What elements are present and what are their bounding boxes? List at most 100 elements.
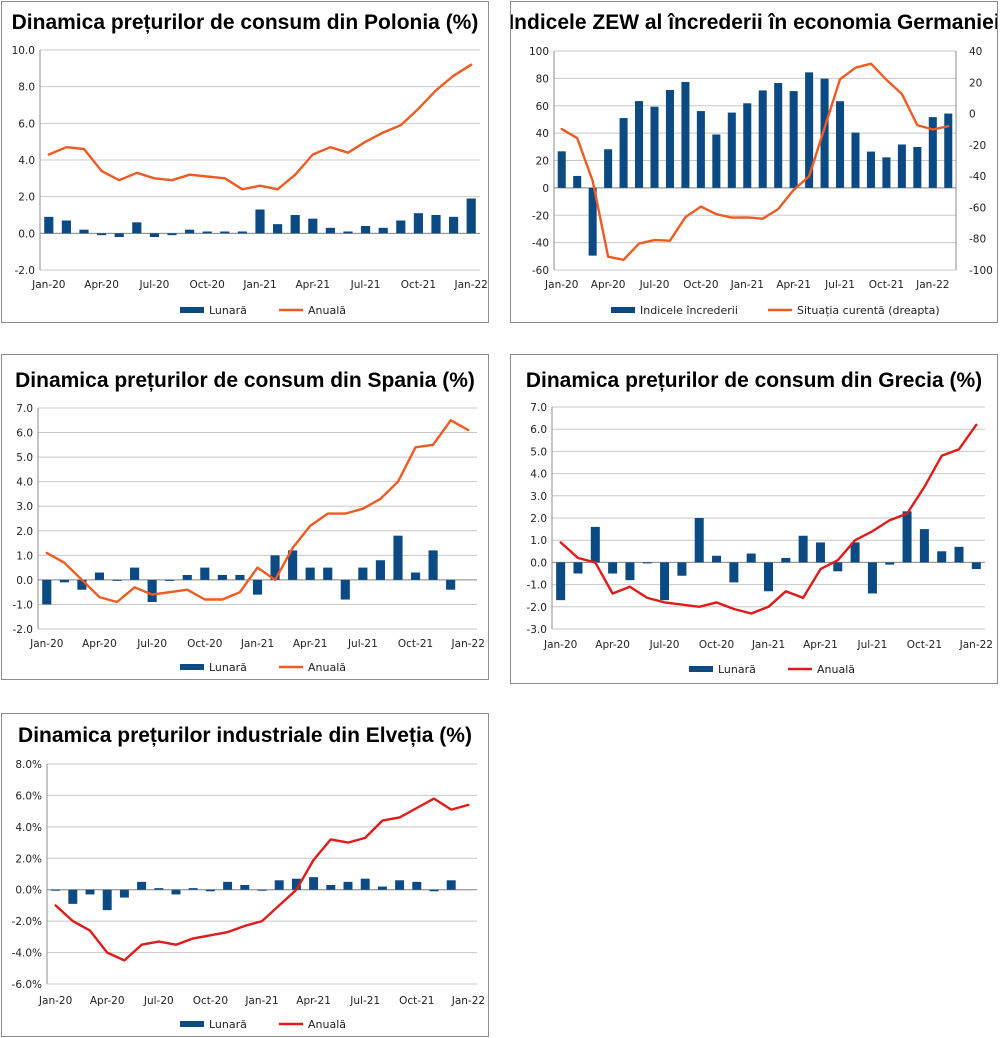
chart-es-x-tick-label: Jan-21 [240, 638, 274, 650]
chart-gr-x-tick-label: Jan-22 [959, 639, 993, 651]
chart-de-bar [928, 117, 937, 188]
chart-pl-bar [466, 198, 476, 234]
chart-panel-switzerland: Dinamica prețurilor industriale din Elve… [1, 713, 489, 1037]
chart-es-legend-bar-label: Lunară [209, 661, 247, 674]
chart-gr-bar [746, 553, 756, 563]
chart-es-bar [270, 555, 280, 580]
chart-pl-series-line [47, 63, 473, 191]
chart-pl-bar [396, 220, 406, 234]
chart-pl-legend-bar-swatch [180, 307, 204, 313]
chart-gr-x-tick-label: Apr-20 [595, 639, 630, 651]
chart-ch-bar [429, 889, 439, 892]
chart-gr-bar [677, 562, 687, 576]
chart-de-bar [866, 151, 875, 188]
chart-gr-bar [937, 551, 947, 563]
chart-es-legend-line-label: Anuală [308, 661, 346, 674]
chart-gr-y-tick-label: 2.0 [530, 513, 547, 525]
chart-es-bar [252, 579, 263, 595]
chart-ch-bar [257, 889, 267, 891]
chart-pl-bar [378, 227, 388, 234]
chart-de-bar [588, 187, 597, 256]
chart-es-bar [410, 572, 421, 580]
chart-gr-legend-bar-swatch [689, 666, 713, 672]
chart-pl-x-tick-label: Apr-20 [84, 279, 119, 291]
chart-ch-bar [102, 889, 112, 911]
chart-pl-bar [167, 233, 177, 236]
chart-es-x-tick-label: Jul-20 [136, 638, 167, 650]
chart-gr-title: Dinamica prețurilor de consum din Grecia… [526, 369, 982, 392]
chart-ch-y-tick-label: 2.0% [15, 853, 42, 865]
chart-pl-bar [220, 231, 230, 234]
chart-de-bar [851, 132, 860, 188]
chart-ch-y-tick-label: 8.0% [15, 759, 42, 771]
chart-es-x-tick-label: Apr-20 [82, 638, 117, 650]
chart-ch-bar [412, 881, 422, 890]
chart-es-bar [375, 560, 385, 580]
chart-de-y-tick-label: -40 [532, 238, 549, 250]
chart-ch-bar [137, 881, 147, 890]
chart-ch-x-tick-label: Oct-20 [193, 995, 228, 1007]
chart-gr-bar [954, 546, 964, 563]
chart-pl-y-tick-label: 2.0 [18, 192, 35, 204]
chart-gr-bar [919, 529, 929, 563]
chart-es-y-tick-label: 3.0 [16, 501, 33, 513]
chart-ch-x-tick-label: Oct-21 [399, 995, 434, 1007]
chart-ch-y-tick-label: -2.0% [12, 916, 42, 928]
chart-de-x-tick-label: Apr-20 [591, 279, 626, 291]
chart-es-bar [217, 574, 227, 580]
chart-es-y-tick-label: 7.0 [16, 403, 33, 415]
chart-de-bar [573, 175, 582, 188]
chart-ch-legend-line-label: Anuală [308, 1018, 346, 1031]
chart-de-y-tick-label: -20 [532, 210, 549, 222]
chart-pl-y-tick-label: 10.0 [12, 45, 35, 57]
chart-de-bar [836, 101, 845, 188]
chart-de-x-tick-label: Jan-21 [730, 279, 764, 291]
chart-pl-x-tick-label: Jul-20 [138, 279, 169, 291]
chart-gr-bar [763, 562, 774, 592]
chart-de-y-tick-label: -60 [532, 265, 549, 277]
chart-ch-bar [395, 880, 405, 890]
chart-gr-series-line [559, 423, 978, 615]
chart-es-bar [340, 579, 350, 600]
chart-pl-y-tick-label: 4.0 [18, 155, 35, 167]
chart-pl-legend-bar-label: Lunară [209, 304, 247, 317]
chart-ch-legend-bar-swatch [180, 1021, 204, 1027]
chart-ch-bar [85, 889, 95, 895]
chart-gr-legend-bar-label: Lunară [718, 663, 756, 676]
chart-de-y-tick-label: 20 [536, 156, 549, 168]
chart-ch-x-tick-label: Jul-21 [349, 995, 380, 1007]
chart-pl-title: Dinamica prețurilor de consum din Poloni… [12, 11, 479, 34]
chart-ch-bar [240, 885, 250, 890]
chart-de-y-tick-label: 40 [536, 128, 549, 140]
chart-de-bar [758, 90, 767, 188]
chart-de-bar [774, 83, 783, 188]
chart-gr-y-tick-label: 1.0 [530, 535, 547, 547]
chart-ch-x-tick-label: Apr-20 [90, 995, 125, 1007]
chart-svg-switzerland: Dinamica prețurilor industriale din Elve… [12, 724, 486, 1031]
chart-de-y2-tick-label: -40 [969, 171, 986, 183]
chart-de-y-tick-label: 60 [536, 101, 549, 113]
chart-es-y-tick-label: -1.0 [13, 599, 34, 611]
chart-pl-legend-line-label: Anuală [308, 304, 346, 317]
chart-es-x-tick-label: Apr-21 [293, 638, 328, 650]
chart-ch-y-tick-label: -6.0% [12, 979, 42, 991]
chart-es-bar [147, 579, 157, 602]
chart-ch-y-tick-label: 0.0% [15, 885, 42, 897]
chart-es-y-tick-label: 1.0 [16, 550, 33, 562]
chart-pl-bar [413, 213, 423, 234]
chart-gr-bar [694, 518, 704, 563]
chart-pl-bar [114, 233, 124, 237]
chart-es-x-tick-label: Oct-21 [398, 638, 433, 650]
chart-gr-x-tick-label: Apr-21 [803, 639, 838, 651]
chart-pl-bar [202, 231, 212, 234]
chart-es-bar [130, 567, 140, 580]
chart-gr-bar [815, 542, 825, 563]
chart-pl-bar [149, 233, 159, 237]
chart-pl-x-tick-label: Oct-21 [401, 279, 436, 291]
chart-es-bar [446, 579, 456, 590]
chart-de-bar [805, 72, 814, 188]
chart-de-title: Indicele ZEW al încrederii în economia G… [511, 11, 997, 34]
chart-es-y-tick-label: -2.0 [13, 624, 34, 636]
chart-de-y2-tick-label: -100 [969, 265, 993, 277]
chart-svg-greece: Dinamica prețurilor de consum din Grecia… [526, 369, 993, 676]
